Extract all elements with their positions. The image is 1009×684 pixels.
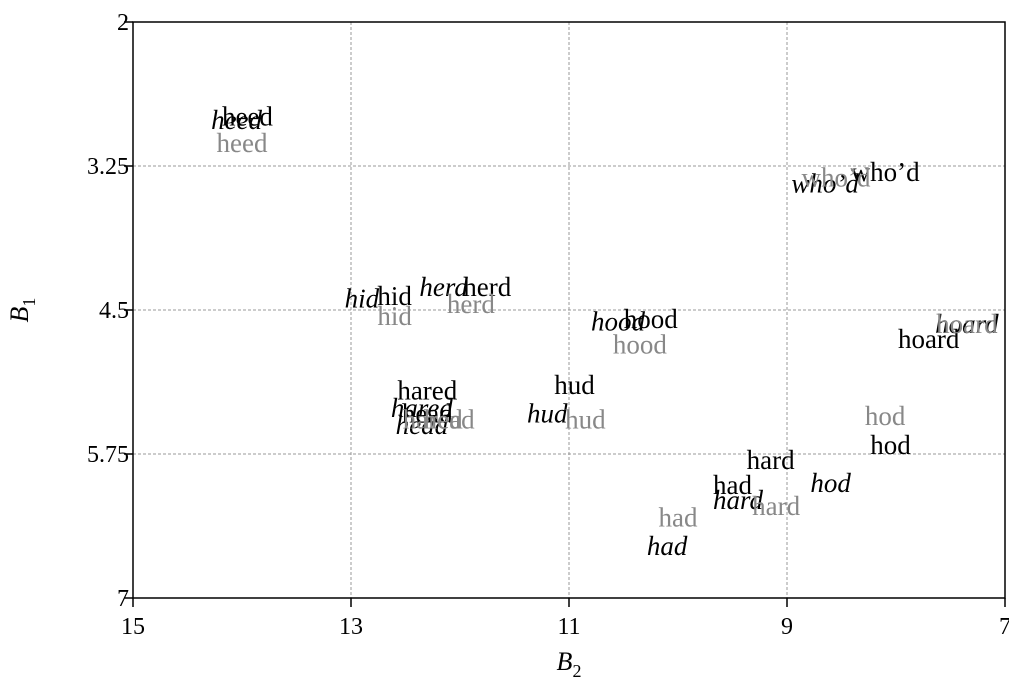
point-label-had: had: [659, 502, 698, 532]
x-tick-label: 15: [121, 614, 145, 640]
point-label-hard: hard: [713, 485, 764, 515]
point-label-hood: hood: [624, 304, 679, 334]
point-label-hid: hid: [377, 301, 412, 331]
y-tick-label: 3.25: [87, 154, 129, 180]
point-label-hood: hood: [613, 330, 668, 360]
point-label-head: head: [424, 404, 475, 434]
point-label-hod: hod: [810, 468, 851, 498]
point-label-had: had: [647, 531, 688, 561]
axis-ticks: 15 13 11 9 7 2 3.25 4.5 5.75 7: [87, 10, 1009, 640]
y-tick-label: 2: [117, 10, 129, 36]
point-label-hid: hid: [377, 281, 412, 311]
point-label-herd: herd: [463, 272, 511, 302]
point-label-hoard: hoard: [935, 309, 999, 339]
point-label-heed: heed: [217, 128, 268, 158]
y-tick-label: 4.5: [99, 298, 129, 324]
point-label-hoard: hoard: [936, 309, 998, 339]
x-tick-label: 7: [999, 614, 1009, 640]
point-label-hard: hard: [747, 445, 795, 475]
point-label-hared: hared: [391, 393, 453, 423]
point-label-hard: hard: [752, 491, 800, 521]
point-label-whod: who’d: [851, 157, 920, 187]
point-label-had: had: [713, 470, 752, 500]
point-label-hared: hared: [403, 404, 463, 434]
x-axis-label: B2: [557, 647, 582, 681]
point-label-hod: hod: [870, 430, 911, 460]
point-label-whod: who’d: [791, 168, 859, 198]
point-label-heed: heed: [222, 101, 273, 131]
point-label-hoard: hoard: [898, 324, 960, 354]
point-label-herd: herd: [447, 289, 495, 319]
point-label-hud: hud: [565, 404, 606, 434]
point-label-head: head: [402, 399, 453, 429]
point-label-hud: hud: [554, 370, 595, 400]
y-tick-label: 7: [117, 586, 129, 612]
x-tick-label: 9: [781, 614, 793, 640]
point-label-hud: hud: [527, 399, 568, 429]
point-label-herd: herd: [419, 272, 468, 302]
y-axis-label: B1: [5, 298, 39, 323]
x-tick-label: 11: [557, 614, 580, 640]
point-label-head: head: [396, 410, 449, 440]
point-label-whod: who’d: [802, 163, 871, 193]
point-label-hood: hood: [591, 307, 646, 337]
point-label-hod: hod: [865, 401, 906, 431]
point-label-heed: heed: [211, 105, 262, 135]
grid-lines: [133, 22, 1005, 598]
point-label-hared: hared: [397, 376, 457, 406]
point-label-hid: hid: [345, 283, 380, 313]
y-tick-label: 5.75: [87, 442, 129, 468]
x-tick-label: 13: [339, 614, 363, 640]
